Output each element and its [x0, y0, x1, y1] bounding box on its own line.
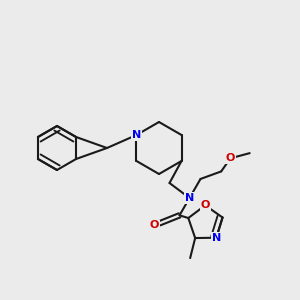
Text: O: O	[226, 153, 235, 163]
Text: O: O	[150, 220, 159, 230]
Text: N: N	[212, 233, 221, 243]
Text: O: O	[200, 200, 210, 210]
Text: N: N	[185, 193, 194, 203]
Text: N: N	[132, 130, 141, 140]
